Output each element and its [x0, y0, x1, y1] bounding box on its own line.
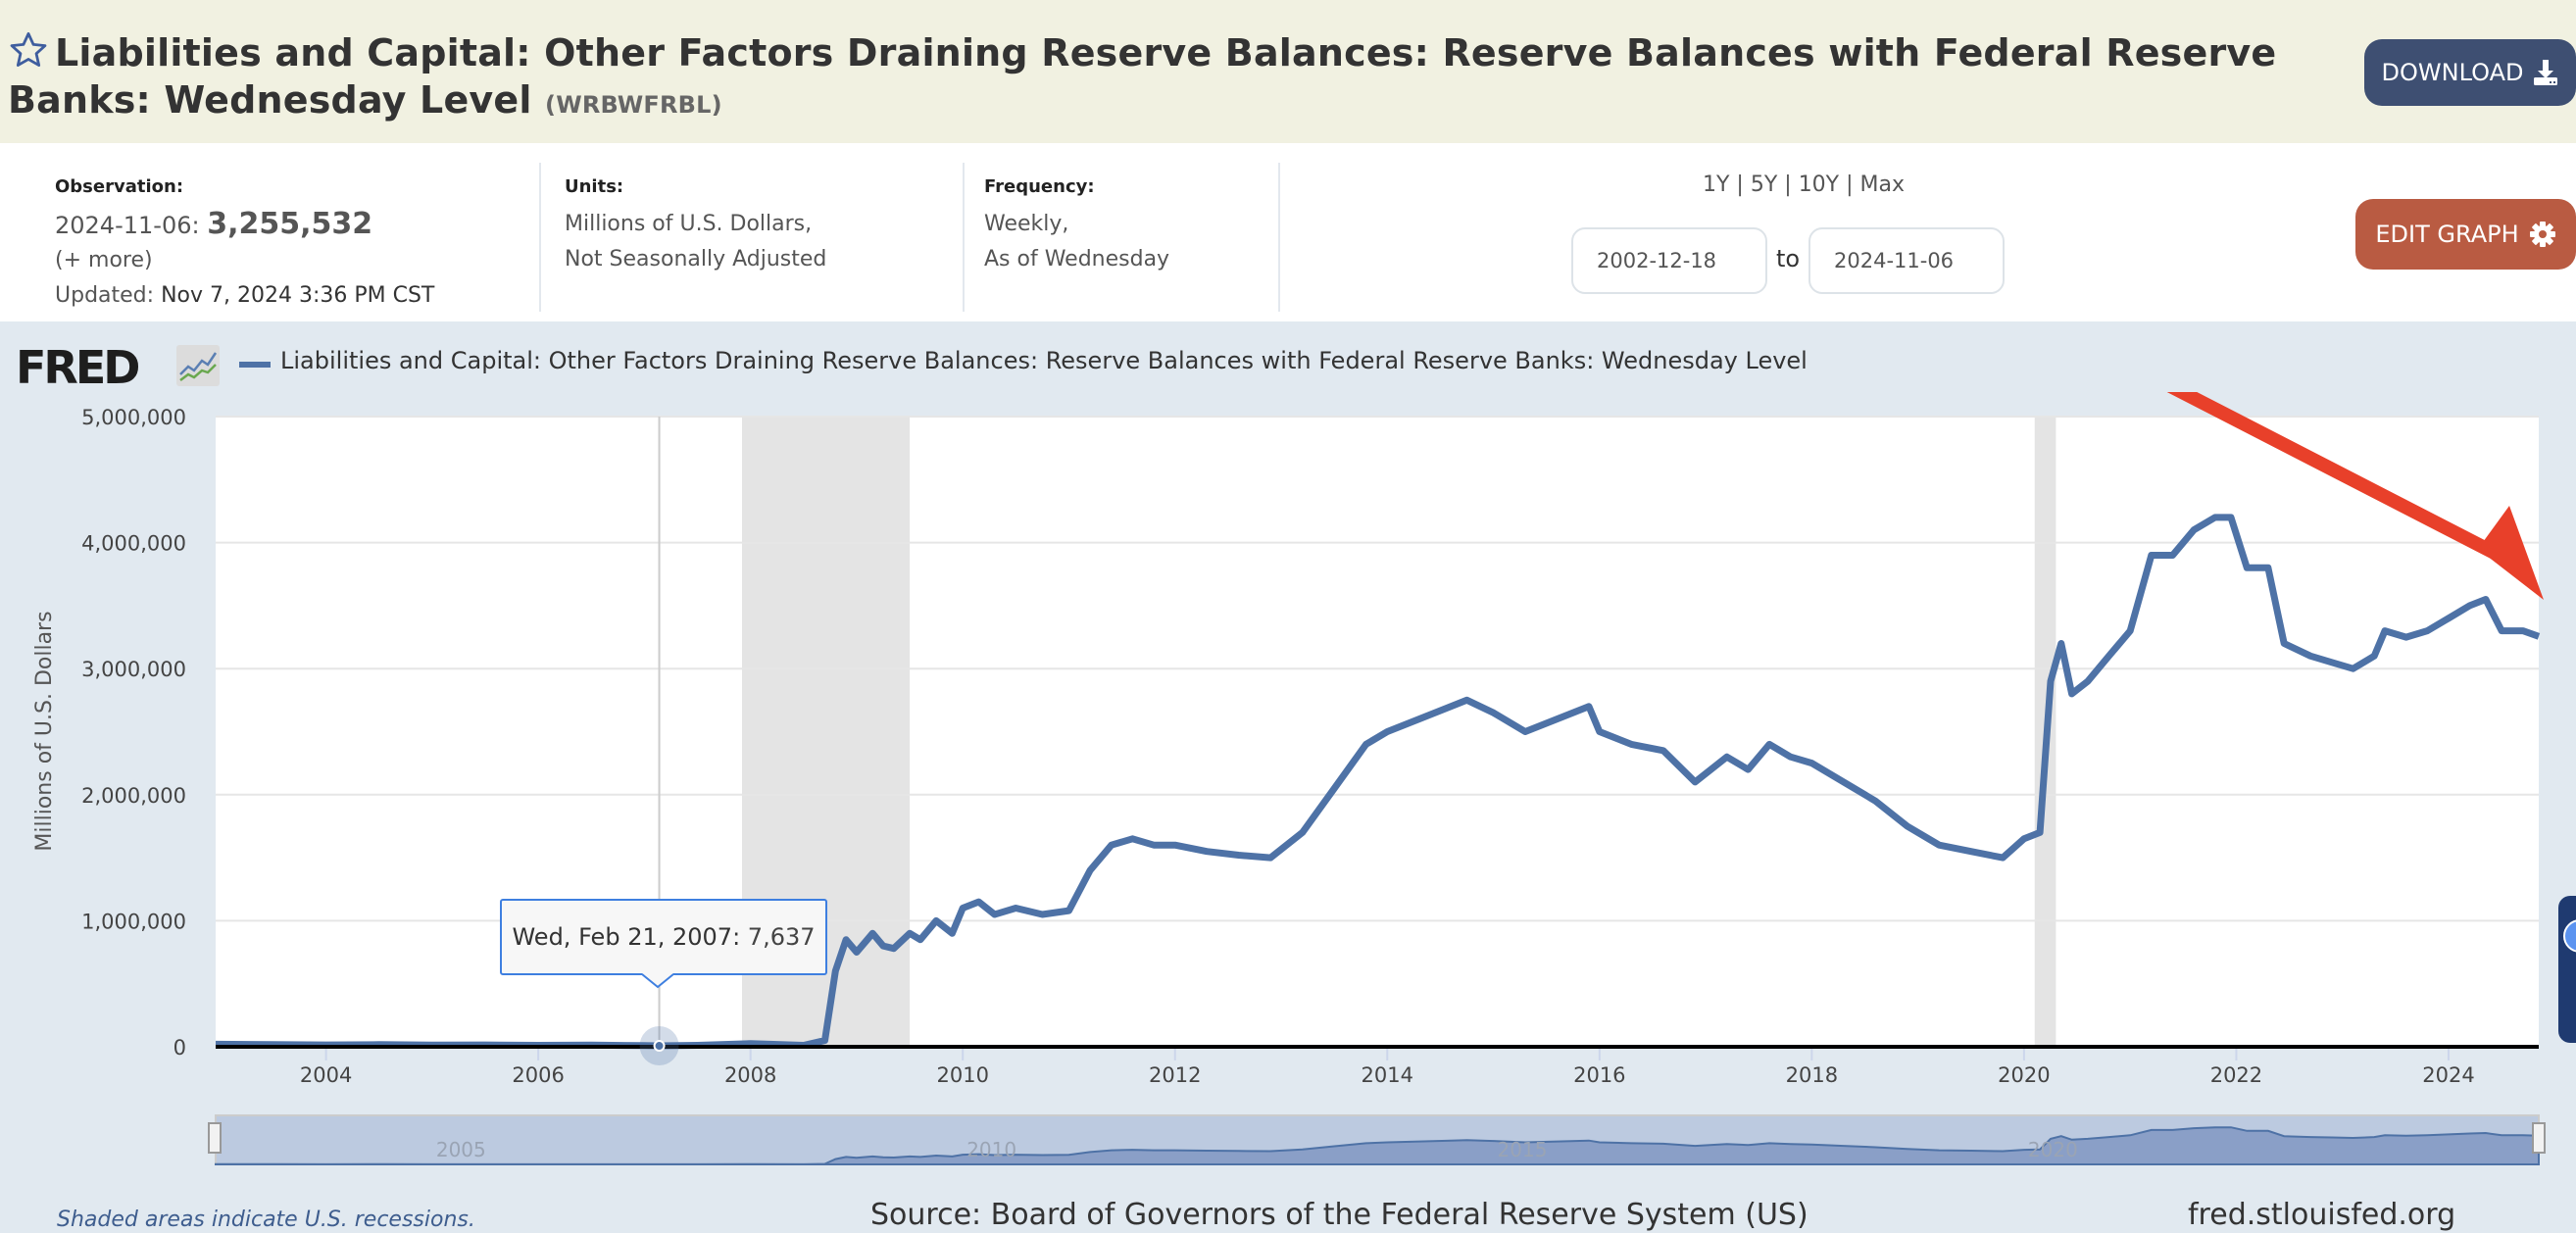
x-tick-label: 2012: [1149, 1063, 1201, 1087]
y-axis-label: Millions of U.S. Dollars: [32, 611, 57, 851]
x-tick-label: 2006: [512, 1063, 564, 1087]
navigator-series: [215, 1126, 2540, 1165]
navigator-label: 2015: [1498, 1138, 1548, 1161]
navigator-label: 2020: [2028, 1138, 2078, 1161]
x-tick-label: 2016: [1573, 1063, 1625, 1087]
recession-note: Shaded areas indicate U.S. recessions.: [57, 1208, 475, 1232]
frequency-line1: Weekly,: [984, 212, 1069, 236]
x-tick-label: 2018: [1786, 1063, 1838, 1087]
range-max[interactable]: Max: [1859, 173, 1906, 197]
tooltip-pointer: [642, 973, 673, 989]
y-tick-label: 0: [173, 1036, 186, 1060]
series-title: Liabilities and Capital: Other Factors D…: [8, 31, 2277, 122]
fred-url[interactable]: fred.stlouisfed.org: [2188, 1198, 2456, 1232]
range-separator: |: [1784, 173, 1792, 197]
side-widget-tab[interactable]: [2558, 896, 2576, 1043]
x-tick-label: 2008: [724, 1063, 776, 1087]
x-tick-label: 2020: [1998, 1063, 2050, 1087]
page-title: Liabilities and Capital: Other Factors D…: [8, 29, 2341, 128]
tooltip-value: 7,637: [747, 923, 816, 951]
more-link[interactable]: (+ more): [55, 248, 153, 272]
frequency-label: Frequency:: [984, 176, 1095, 197]
star-outline-icon[interactable]: [8, 29, 49, 71]
annotation-arrow-head: [2478, 506, 2544, 600]
edit-graph-label: EDIT GRAPH: [2375, 221, 2519, 248]
updated-value: Nov 7, 2024 3:36 PM CST: [161, 283, 435, 308]
download-icon: [2534, 60, 2558, 85]
tooltip-date: Wed, Feb 21, 2007:: [512, 923, 741, 951]
units-line1: Millions of U.S. Dollars,: [565, 212, 813, 236]
units-column: Units: Millions of U.S. Dollars, Not Sea…: [565, 163, 965, 312]
navigator-label: 2010: [966, 1138, 1016, 1161]
y-tick-label: 5,000,000: [81, 406, 186, 429]
chart-area[interactable]: 0 1,000,000 2,000,000 3,000,000 4,000,000 5,0…: [0, 392, 2576, 1233]
frequency-line2: As of Wednesday: [984, 247, 1170, 271]
frequency-column: Frequency: Weekly, As of Wednesday: [984, 163, 1280, 312]
observation-value: 3,255,532: [207, 207, 373, 241]
y-tick-label: 4,000,000: [81, 532, 186, 556]
fred-chart-logo-icon: [176, 345, 220, 386]
series-info-panel: Observation: 2024-11-06: 3,255,532 (+ mo…: [0, 143, 2576, 321]
end-date-input[interactable]: 2024-11-06: [1808, 227, 2005, 294]
y-tick-label: 1,000,000: [81, 910, 186, 933]
range-5y[interactable]: 5Y: [1750, 173, 1778, 197]
start-date-input[interactable]: 2002-12-18: [1571, 227, 1767, 294]
x-tick-label: 2010: [936, 1063, 988, 1087]
side-widget-avatar-icon: [2563, 919, 2576, 953]
x-tick-label: 2024: [2422, 1063, 2474, 1087]
observation-column: Observation: 2024-11-06: 3,255,532 (+ mo…: [55, 163, 541, 312]
annotation-arrow-shaft: [2166, 392, 2524, 571]
page-header: Liabilities and Capital: Other Factors D…: [0, 0, 2576, 143]
download-button[interactable]: DOWNLOAD: [2364, 39, 2576, 106]
navigator-label: 2005: [436, 1138, 486, 1161]
navigator-left-handle[interactable]: [208, 1122, 222, 1154]
download-label: DOWNLOAD: [2381, 59, 2524, 86]
y-tick-label: 3,000,000: [81, 658, 186, 681]
units-line2: Not Seasonally Adjusted: [565, 247, 827, 271]
to-label: to: [1776, 245, 1801, 272]
gear-icon: [2529, 222, 2555, 247]
navigator-right-handle[interactable]: [2532, 1122, 2546, 1154]
range-separator: |: [1846, 173, 1854, 197]
updated-label: Updated:: [55, 283, 155, 308]
range-1y[interactable]: 1Y: [1702, 173, 1730, 197]
range-selector: 1Y | 5Y | 10Y | Max: [1666, 173, 1941, 197]
legend-series-swatch: [239, 362, 271, 368]
edit-graph-button[interactable]: EDIT GRAPH: [2355, 199, 2576, 270]
observation-label: Observation:: [55, 176, 184, 197]
y-tick-label: 2,000,000: [81, 784, 186, 808]
legend-series-label: Liabilities and Capital: Other Factors D…: [280, 347, 1808, 374]
hover-point[interactable]: [653, 1040, 666, 1053]
range-10y[interactable]: 10Y: [1798, 173, 1840, 197]
observation-date: 2024-11-06:: [55, 212, 200, 239]
source-text: Source: Board of Governors of the Federa…: [870, 1198, 1808, 1232]
units-label: Units:: [565, 176, 624, 197]
x-tick-label: 2022: [2210, 1063, 2262, 1087]
x-tick-label: 2004: [300, 1063, 352, 1087]
series-id: (WRBWFRBL): [545, 91, 722, 119]
x-tick-label: 2014: [1362, 1063, 1413, 1087]
range-separator: |: [1736, 173, 1744, 197]
chart-tooltip: Wed, Feb 21, 2007: 7,637: [500, 899, 827, 975]
chart-legend: FRED Liabilities and Capital: Other Fact…: [0, 327, 2576, 396]
fred-logo[interactable]: FRED: [16, 341, 140, 394]
